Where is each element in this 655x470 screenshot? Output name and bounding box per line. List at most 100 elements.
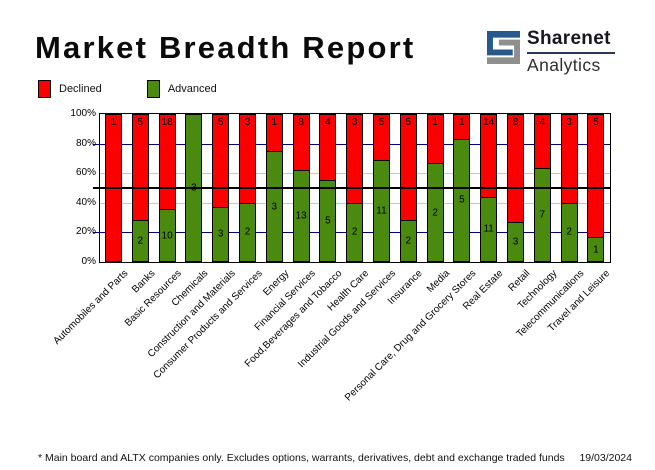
x-label-15: Retail xyxy=(506,268,533,294)
x-label-3: Chemicals xyxy=(169,268,211,309)
page-title: Market Breadth Report xyxy=(35,30,416,65)
logo-name: Sharenet xyxy=(527,28,615,54)
bar-segment-declined: 1 xyxy=(426,114,444,164)
declined-value: 5 xyxy=(217,117,224,128)
legend-item-advanced: Advanced xyxy=(146,80,217,98)
advanced-value: 11 xyxy=(376,205,387,217)
bar-2: 18 10 xyxy=(158,114,176,262)
bar-segment-declined: 8 xyxy=(507,114,524,222)
bar-segment-declined: 5 xyxy=(587,114,605,238)
axis-tick-80 xyxy=(93,144,100,145)
x-label-14: Real Estate xyxy=(461,268,506,313)
bar-14: 14 11 xyxy=(480,114,498,262)
advanced-value: 3 xyxy=(271,201,278,212)
y-tick-label-40%: 40% xyxy=(75,197,96,208)
advanced-value: 13 xyxy=(295,210,307,222)
chart-legend: Declined Advanced xyxy=(38,80,262,98)
x-label-7: Financial Services xyxy=(252,268,318,334)
declined-value: 14 xyxy=(483,117,495,128)
bar-segment-declined: 4 xyxy=(319,114,337,180)
bar-segment-declined: 5 xyxy=(399,114,417,220)
advanced-value: 3 xyxy=(217,228,224,240)
bar-segment-advanced: 5 xyxy=(319,179,337,262)
bar-segment-declined: 3 xyxy=(346,114,364,203)
x-label-6: Energy xyxy=(260,268,292,299)
x-label-0: Automobiles and Parts xyxy=(51,268,131,347)
bar-segment-advanced: 10 xyxy=(158,209,176,262)
advanced-value: 2 xyxy=(432,207,438,219)
x-label-8: Food,Beverages and Tobacco xyxy=(243,268,345,370)
bar-segment-advanced: 3 xyxy=(212,206,230,262)
x-label-10: Industrial Goods and Services xyxy=(296,268,399,371)
bar-segment-declined: 14 xyxy=(480,114,498,197)
x-label-5: Consumer Products and Services xyxy=(151,268,265,382)
advanced-value: 5 xyxy=(325,215,331,227)
declined-value: 1 xyxy=(459,117,465,128)
bar-segment-declined: 8 xyxy=(292,114,310,171)
bar-segment-advanced: 1 xyxy=(587,237,605,262)
bar-segment-declined: 18 xyxy=(158,114,176,210)
declined-value: 8 xyxy=(512,117,519,128)
x-label-18: Travel and Leisure xyxy=(546,268,613,335)
declined-value: 4 xyxy=(325,117,331,128)
x-label-12: Media xyxy=(424,268,452,296)
declined-value: 8 xyxy=(298,117,304,128)
y-tick-label-100%: 100% xyxy=(70,108,96,119)
advanced-value: 10 xyxy=(161,230,173,242)
declined-value: 5 xyxy=(137,117,144,128)
declined-value: 1 xyxy=(271,117,278,128)
bar-segment-declined: 5 xyxy=(212,114,230,207)
bar-segment-advanced: 2 xyxy=(426,163,444,262)
bar-segment-declined: 1 xyxy=(453,114,471,139)
bar-segment-declined: 3 xyxy=(560,114,578,203)
bar-segment-declined: 1 xyxy=(265,114,283,151)
bar-segment-advanced: 3 xyxy=(265,151,283,262)
logo-subtitle: Analytics xyxy=(527,54,601,75)
declined-value: 5 xyxy=(405,117,412,128)
x-label-1: Banks xyxy=(129,268,158,296)
x-label-17: Telecommunications xyxy=(514,268,586,340)
advanced-value: 2 xyxy=(351,226,358,238)
bar-segment-declined: 3 xyxy=(239,114,256,203)
bar-segment-advanced: 2 xyxy=(399,219,417,262)
bar-segment-advanced: 2 xyxy=(239,202,256,262)
declined-value: 3 xyxy=(566,117,572,128)
y-tick-label-0%: 0% xyxy=(81,256,96,267)
sharenet-logo: Sharenet Analytics xyxy=(487,28,615,76)
declined-value: 5 xyxy=(593,117,599,128)
advanced-value: 2 xyxy=(137,235,144,247)
declined-value: 5 xyxy=(378,117,385,128)
advanced-value: 7 xyxy=(539,209,546,221)
advanced-value: 2 xyxy=(244,226,251,238)
bar-segment-advanced: 3 xyxy=(507,221,524,262)
fifty-percent-line xyxy=(93,187,610,189)
advanced-value: 11 xyxy=(483,223,494,235)
advanced-value: 3 xyxy=(512,236,519,248)
bar-segment-declined: 4 xyxy=(533,114,551,168)
legend-advanced-label: Advanced xyxy=(167,83,217,95)
declined-value: 18 xyxy=(161,117,173,128)
y-tick-label-60%: 60% xyxy=(75,167,96,178)
advanced-swatch-icon xyxy=(146,80,160,98)
declined-value: 3 xyxy=(244,117,251,128)
x-label-2: Basic Resources xyxy=(123,268,184,329)
x-label-9: Health Care xyxy=(325,268,372,314)
axis-tick-20 xyxy=(93,232,100,233)
x-label-13: Personal Care, Drug and Grocery Stores xyxy=(343,268,479,404)
advanced-value: 5 xyxy=(459,194,465,206)
declined-value: 1 xyxy=(110,117,117,128)
advanced-value: 1 xyxy=(593,244,599,256)
bar-segment-advanced: 11 xyxy=(373,160,390,262)
bar-segment-advanced: 2 xyxy=(346,202,364,262)
x-label-16: Technology xyxy=(515,268,560,312)
bar-segment-advanced: 7 xyxy=(533,167,551,262)
